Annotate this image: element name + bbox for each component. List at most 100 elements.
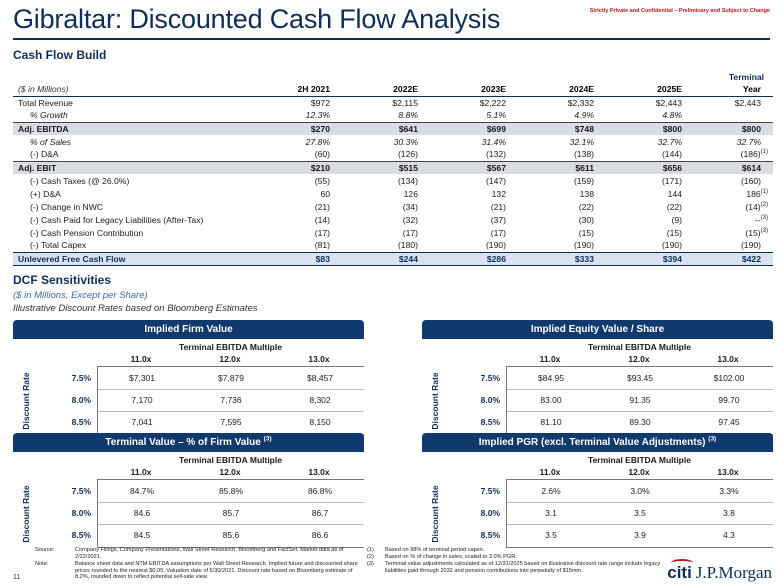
sensitivity-cell: 97.45 [718,417,740,427]
table-cell: (159) [511,174,599,187]
source-text: Company Filings, Company Presentations, … [75,547,344,560]
table-cell: (160) [687,174,773,187]
table-cell: $699 [423,121,511,135]
note-text: Balance sheet data and NTM EBITDA assump… [75,561,358,581]
table-cell: 8.8% [335,109,423,122]
row-label: (-) Cash Pension Contribution [30,227,144,238]
panel-title: Implied Equity Value / Share [422,320,773,339]
table-cell: (17) [423,226,511,239]
cell-value: 132 [491,188,506,199]
grid-area: $84.95 $93.45 $102.00 83.00 91.35 99.70 81.10 8… [506,367,773,435]
cell-value: -- [754,214,761,225]
table-row: (-) Change in NWC (21) (34) (21) (22) (22) (14… [13,200,773,213]
table-cell: $2,332 [511,96,599,109]
table-cell: (134) [335,174,423,187]
sensitivity-cell: $7,301 [129,373,155,383]
sensitivity-cell: 84.5 [133,530,151,540]
table-cell: (21) [265,200,335,213]
footnote-marker: (1) [760,149,768,156]
cell-value: $2,332 [567,97,594,108]
sensitivity-cell: 8,150 [309,417,331,427]
table-cell: 126 [335,187,423,200]
table-cell: 60 [265,187,335,200]
table-cell: 132 [423,187,511,200]
cell-value: (134) [397,175,418,186]
cell-value: $567 [486,162,506,173]
cell-value: 30.3% [393,136,418,147]
dcf-section-title: DCF Sensitivities [13,273,112,287]
grid-bottom-border [507,547,773,548]
table-cell: (180) [335,239,423,252]
grid-area: 84.7% 85.8% 86.8% 84.6 85.7 86.7 84.5 85.6 86.6 [97,480,364,548]
discount-rate-axis: Discount Rate [422,480,447,548]
cell-value: (21) [314,201,330,212]
table-cell: (15)(3) [687,226,773,239]
row-divider [98,502,364,503]
cash-flow-table: Terminal ($ in Millions) 2H 2021 2022E 2… [13,70,773,266]
footnote-text: Terminal value adjustments calculated as… [385,561,661,574]
sensitivity-cell: 4.3 [723,530,735,540]
table-cell: (22) [511,200,599,213]
multiple-headers: 11.0x 12.0x 13.0x [506,467,773,480]
sensitivity-cell: 91.35 [629,395,651,405]
sensitivity-cell: 81.10 [540,417,562,427]
discount-rate-label: Discount Rate [429,485,440,543]
cell-value: (9) [671,214,682,225]
multiple-label: Terminal EBITDA Multiple [179,342,282,352]
footnote-marker: (1) [760,188,768,195]
sensitivity-cell: 3.1 [545,508,557,518]
panel-title: Implied Firm Value [13,320,364,339]
table-row: (-) Cash Taxes (@ 26.0%) (55) (134) (147) (1… [13,174,773,187]
table-cell: (17) [265,226,335,239]
col-header: 2H 2021 [265,83,335,97]
title-divider [13,38,770,40]
cell-value: (30) [578,214,594,225]
discount-rate-axis: Discount Rate [13,480,38,548]
cell-value: (171) [661,175,682,186]
table-cell: $422 [687,251,773,266]
footnote-marker: (3) [760,227,768,234]
discount-rate: 7.5% [480,373,500,383]
cell-value: 138 [579,188,594,199]
table-cell: (138) [511,148,599,161]
cell-value: (159) [573,175,594,186]
discount-rate: 8.0% [71,508,91,518]
table-row: (+) D&A 60 126 132 138 144 186(1) [13,187,773,200]
cell-value: (17) [402,227,418,238]
row-divider [507,411,773,412]
cell-value: $333 [574,253,594,264]
cell-value: (22) [666,201,682,212]
page-number: 11 [13,574,21,581]
table-cell: 12.3% [265,109,335,122]
terminal-header-top: Terminal [728,71,764,82]
source-label: Source: [35,547,55,553]
table-cell: (81) [265,239,335,252]
row-divider [507,524,773,525]
panel-title-text: Implied Firm Value [144,324,233,335]
table-cell [687,109,773,122]
cell-value: $748 [574,123,594,134]
cell-value: 32.7% [736,136,761,147]
discount-rate-label: Discount Rate [429,372,440,430]
table-cell: 4.8% [599,109,687,122]
sensitivity-cell: 83.00 [540,395,562,405]
discount-rate: 8.0% [480,395,500,405]
cell-value: (14) [745,201,761,212]
footnote-text: Based on % of change in sales, scaled to… [385,554,517,560]
table-cell: $748 [511,121,599,135]
cell-value: (15) [745,227,761,238]
table-row: (-) Total Capex (81) (180) (190) (190) (190) (… [13,239,773,252]
table-cell: $641 [335,121,423,135]
multiple-headers: 11.0x 12.0x 13.0x [97,467,364,480]
table-cell: 138 [511,187,599,200]
cell-value: 144 [667,188,682,199]
multiple-header: 12.0x [628,467,650,477]
table-cell: 4.9% [511,109,599,122]
table-row: % of Sales 27.8% 30.3% 31.4% 32.1% 32.7% 32.7% [13,135,773,148]
table-cell: (21) [423,200,511,213]
cell-value: 5.1% [486,110,506,121]
sensitivity-panel: Implied PGR (excl. Terminal Value Adjust… [422,433,773,548]
footnote-text: Based on 98% of terminal period capex. [385,547,485,553]
footnote-marker: (3) [760,214,768,221]
footnote-number: (2) [367,554,374,560]
